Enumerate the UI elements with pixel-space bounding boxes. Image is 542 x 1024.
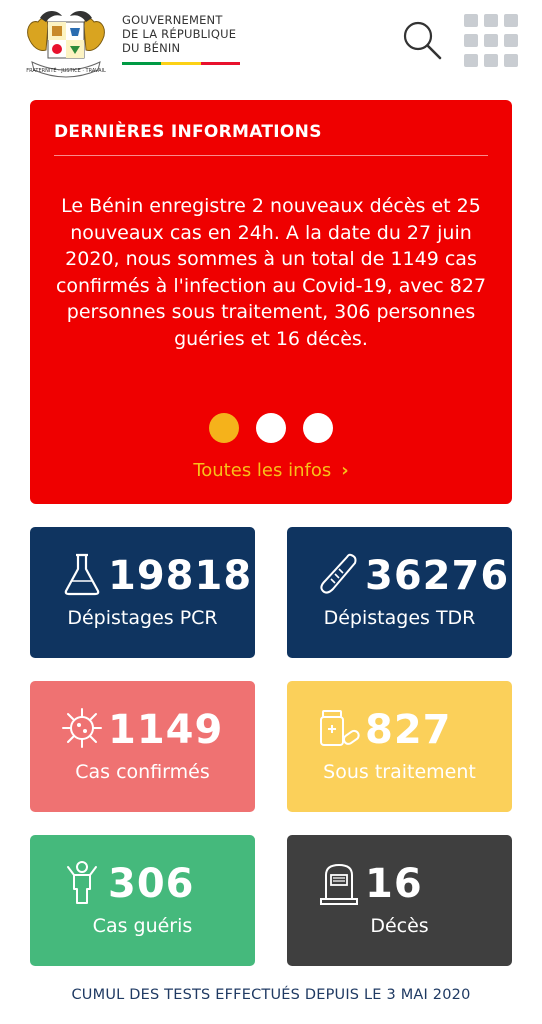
government-name-line-1: GOUVERNEMENT: [122, 13, 223, 27]
stat-label-confirmed-cases: Cas confirmés: [75, 761, 210, 783]
coat-of-arms-logo[interactable]: FRATERNITÉ · JUSTICE · TRAVAIL: [24, 6, 108, 82]
news-body: Le Bénin enregistre 2 nouveaux décès et …: [55, 195, 487, 350]
stat-value-confirmed-cases: 1149: [108, 707, 224, 753]
stat-value-rdt-tests: 36276: [365, 553, 510, 599]
stat-value-under-treatment: 827: [365, 707, 452, 753]
news-divider: [54, 155, 488, 156]
government-name-line-2: DE LA RÉPUBLIQUE: [122, 27, 237, 41]
chevron-right-icon: ›: [341, 460, 349, 481]
stat-value-recovered: 306: [108, 861, 195, 907]
stat-label-pcr-tests: Dépistages PCR: [67, 607, 218, 629]
flag-red-stripe: [200, 62, 240, 65]
svg-text:FRATERNITÉ · JUSTICE · TRAVAIL: FRATERNITÉ · JUSTICE · TRAVAIL: [26, 66, 106, 74]
carousel-dot-2[interactable]: [256, 413, 286, 443]
virus-icon: [62, 708, 102, 748]
flag-color-bar: [122, 62, 240, 65]
stat-card-under-treatment[interactable]: 827 Sous traitement: [287, 681, 512, 812]
stat-value-deaths: 16: [365, 861, 423, 907]
all-news-link[interactable]: Toutes les infos ›: [30, 460, 512, 481]
stat-label-rdt-tests: Dépistages TDR: [323, 607, 476, 629]
government-name-line-3: DU BÉNIN: [122, 41, 181, 55]
search-button[interactable]: [400, 18, 444, 62]
menu-button[interactable]: [462, 14, 520, 68]
stat-label-deaths: Décès: [370, 915, 429, 937]
grid-menu-icon: [464, 14, 518, 67]
thermometer-icon: [320, 553, 357, 594]
tombstone-icon: [320, 863, 358, 905]
stat-card-confirmed-cases[interactable]: 1149 Cas confirmés: [30, 681, 255, 812]
news-title: DERNIÈRES INFORMATIONS: [54, 122, 322, 142]
medicine-icon: [320, 710, 360, 746]
stat-card-rdt-tests[interactable]: 36276 Dépistages TDR: [287, 527, 512, 658]
stat-card-deaths[interactable]: 16 Décès: [287, 835, 512, 966]
search-icon: [403, 21, 442, 60]
stat-card-recovered[interactable]: 306 Cas guéris: [30, 835, 255, 966]
flag-green-stripe: [122, 62, 162, 65]
stat-label-recovered: Cas guéris: [92, 915, 193, 937]
latest-news-card: DERNIÈRES INFORMATIONS Le Bénin enregist…: [30, 100, 512, 504]
header: FRATERNITÉ · JUSTICE · TRAVAIL GOUVERNEM…: [0, 0, 542, 90]
flask-icon: [64, 553, 100, 596]
carousel-dots: [30, 413, 512, 443]
flag-yellow-stripe: [161, 62, 201, 65]
stat-label-under-treatment: Sous traitement: [323, 761, 476, 783]
government-name: GOUVERNEMENT DE LA RÉPUBLIQUE DU BÉNIN: [122, 13, 236, 55]
stat-value-pcr-tests: 19818: [108, 553, 253, 599]
all-news-link-label: Toutes les infos: [193, 460, 332, 481]
cumulative-tests-note: CUMUL DES TESTS EFFECTUÉS DEPUIS LE 3 MA…: [71, 987, 471, 1003]
person-icon: [67, 861, 97, 904]
carousel-dot-3[interactable]: [303, 413, 333, 443]
stat-card-pcr-tests[interactable]: 19818 Dépistages PCR: [30, 527, 255, 658]
carousel-dot-1[interactable]: [209, 413, 239, 443]
